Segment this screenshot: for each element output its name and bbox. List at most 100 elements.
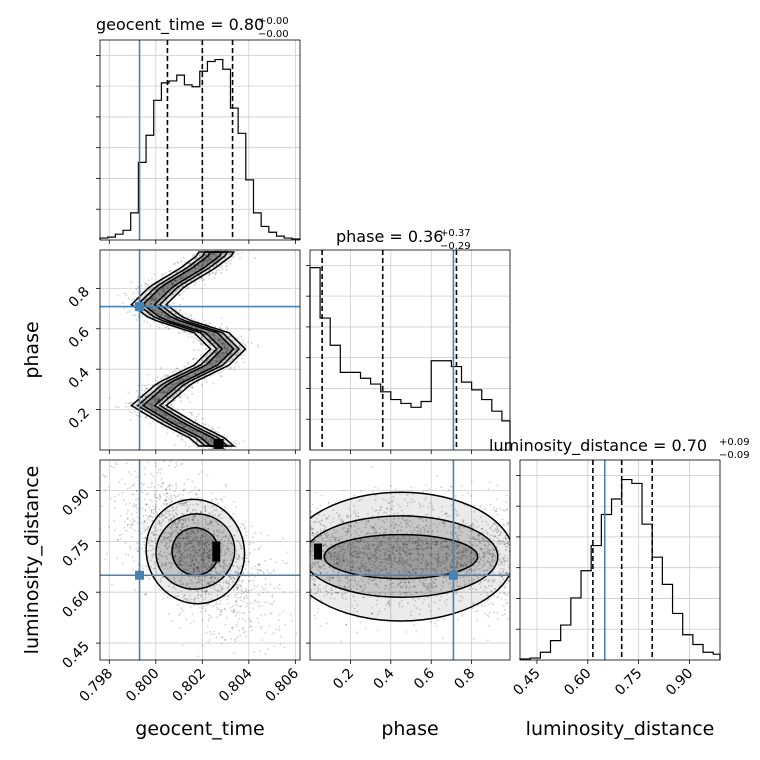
sample-point — [389, 604, 391, 606]
sample-point — [195, 493, 198, 496]
sample-point — [128, 410, 131, 413]
sample-point — [241, 547, 243, 550]
sample-point — [131, 493, 133, 496]
sample-point — [264, 588, 267, 591]
sample-point — [179, 269, 181, 272]
sample-point — [177, 503, 180, 506]
sample-point — [359, 585, 362, 588]
sample-point — [119, 514, 122, 517]
sample-point — [161, 564, 163, 566]
sample-point — [177, 321, 180, 324]
sample-point — [398, 552, 401, 555]
sample-point — [489, 526, 492, 529]
sample-point — [342, 545, 345, 548]
sample-point — [198, 542, 201, 545]
sample-point — [262, 571, 265, 573]
sample-point — [243, 631, 245, 634]
sample-point — [180, 543, 182, 545]
sample-point — [174, 543, 177, 546]
sample-point — [213, 509, 216, 512]
sample-point — [153, 295, 155, 298]
sample-point — [170, 517, 173, 520]
sample-point — [179, 528, 182, 531]
sample-point — [183, 393, 186, 396]
sample-point — [197, 541, 200, 544]
sample-point — [393, 586, 396, 588]
sample-point — [226, 246, 228, 248]
sample-point — [102, 474, 105, 476]
sample-point — [193, 531, 195, 534]
sample-point — [204, 596, 207, 599]
sample-point — [174, 389, 177, 391]
sample-point — [147, 279, 150, 282]
sample-point — [374, 536, 376, 539]
sample-point — [224, 534, 227, 537]
sample-point — [201, 534, 204, 537]
sample-point — [198, 545, 200, 547]
sample-point — [180, 276, 183, 279]
sample-point — [195, 357, 198, 360]
sample-point — [184, 544, 187, 547]
sample-point — [204, 590, 206, 593]
sample-point — [205, 590, 208, 593]
sample-point — [160, 516, 163, 518]
sample-point — [225, 264, 228, 267]
sample-point — [356, 552, 359, 555]
sample-point — [204, 552, 206, 555]
sample-point — [132, 314, 135, 316]
sample-point — [192, 581, 195, 584]
sample-point — [360, 551, 363, 554]
sample-point — [257, 593, 260, 596]
sample-point — [216, 360, 219, 363]
sample-point — [204, 538, 207, 541]
sample-point — [150, 297, 153, 300]
sample-point — [216, 594, 219, 597]
sample-point — [260, 639, 263, 641]
sample-point — [391, 549, 394, 552]
sample-point — [392, 524, 395, 527]
sample-point — [366, 581, 369, 584]
sample-point — [191, 386, 193, 389]
sample-point — [92, 527, 94, 529]
sample-point — [333, 531, 336, 534]
sample-point — [163, 289, 166, 292]
sample-point — [170, 527, 173, 530]
sample-point — [230, 609, 233, 612]
sample-point — [127, 297, 130, 299]
sample-point — [193, 253, 196, 256]
sample-point — [461, 520, 464, 523]
sample-point — [164, 555, 167, 558]
sample-point — [488, 580, 490, 582]
sample-point — [153, 309, 156, 312]
sample-point — [229, 525, 232, 528]
sample-point — [270, 558, 272, 561]
sample-point — [158, 398, 161, 401]
sample-point — [410, 547, 413, 550]
sample-point — [192, 563, 195, 566]
sample-point — [175, 280, 178, 283]
sample-point — [172, 586, 175, 589]
sample-point — [168, 536, 171, 539]
sample-point — [182, 583, 185, 585]
sample-point — [458, 525, 460, 527]
sample-point — [200, 539, 203, 542]
sample-point — [264, 559, 267, 562]
sample-point — [147, 403, 150, 406]
sample-point — [124, 503, 127, 505]
sample-point — [182, 519, 184, 521]
sample-point — [444, 540, 447, 542]
axes-frame — [309, 249, 511, 451]
sample-point — [207, 592, 210, 595]
sample-point — [435, 541, 438, 544]
sample-point — [160, 486, 163, 488]
sample-point — [155, 398, 158, 401]
sample-point — [161, 519, 164, 522]
sample-point — [290, 698, 292, 700]
sample-point — [204, 591, 207, 594]
sample-point — [165, 396, 168, 398]
sample-point — [172, 385, 175, 388]
sample-point — [377, 567, 380, 570]
sample-point — [428, 583, 431, 585]
sample-point — [151, 516, 154, 519]
sample-point — [161, 312, 164, 315]
